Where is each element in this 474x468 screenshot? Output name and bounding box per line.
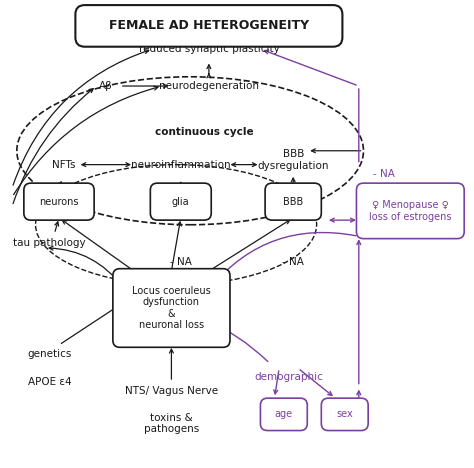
FancyBboxPatch shape (260, 398, 307, 431)
Text: sex: sex (337, 410, 353, 419)
Text: neuroinflammation: neuroinflammation (131, 160, 230, 169)
Text: age: age (275, 410, 293, 419)
FancyBboxPatch shape (24, 183, 94, 220)
Text: neurodegeneration: neurodegeneration (159, 81, 259, 91)
Text: - NA: - NA (283, 257, 304, 267)
FancyBboxPatch shape (321, 398, 368, 431)
FancyBboxPatch shape (75, 5, 342, 47)
Text: + COMT: + COMT (373, 215, 416, 225)
Text: ♀ Menopause ♀
loss of estrogens: ♀ Menopause ♀ loss of estrogens (369, 200, 452, 222)
Text: demographic: demographic (254, 373, 323, 382)
Text: toxins &
pathogens: toxins & pathogens (144, 413, 199, 434)
Text: - NA synthesis: - NA synthesis (373, 192, 447, 202)
FancyBboxPatch shape (356, 183, 464, 239)
FancyBboxPatch shape (150, 183, 211, 220)
Text: tau pathology: tau pathology (13, 238, 86, 248)
Text: genetics: genetics (27, 349, 72, 359)
Text: NFTs: NFTs (52, 160, 75, 169)
Text: NTS/ Vagus Nerve: NTS/ Vagus Nerve (125, 386, 218, 396)
FancyBboxPatch shape (113, 269, 230, 347)
Text: Aβ: Aβ (99, 81, 113, 91)
Text: APOE ε4: APOE ε4 (28, 377, 72, 387)
Text: - NA: - NA (373, 169, 395, 179)
Text: continuous cycle: continuous cycle (155, 127, 254, 137)
FancyBboxPatch shape (265, 183, 321, 220)
Text: Locus coeruleus
dysfunction
&
neuronal loss: Locus coeruleus dysfunction & neuronal l… (132, 285, 211, 330)
Text: BBB: BBB (283, 197, 303, 207)
Text: glia: glia (172, 197, 190, 207)
Text: - NA: - NA (170, 257, 191, 267)
Text: FEMALE AD HETEROGENEITY: FEMALE AD HETEROGENEITY (109, 19, 309, 32)
Text: reduced synaptic plasticity: reduced synaptic plasticity (138, 44, 279, 54)
Text: BBB
dysregulation: BBB dysregulation (257, 149, 329, 171)
Text: neurons: neurons (39, 197, 79, 207)
